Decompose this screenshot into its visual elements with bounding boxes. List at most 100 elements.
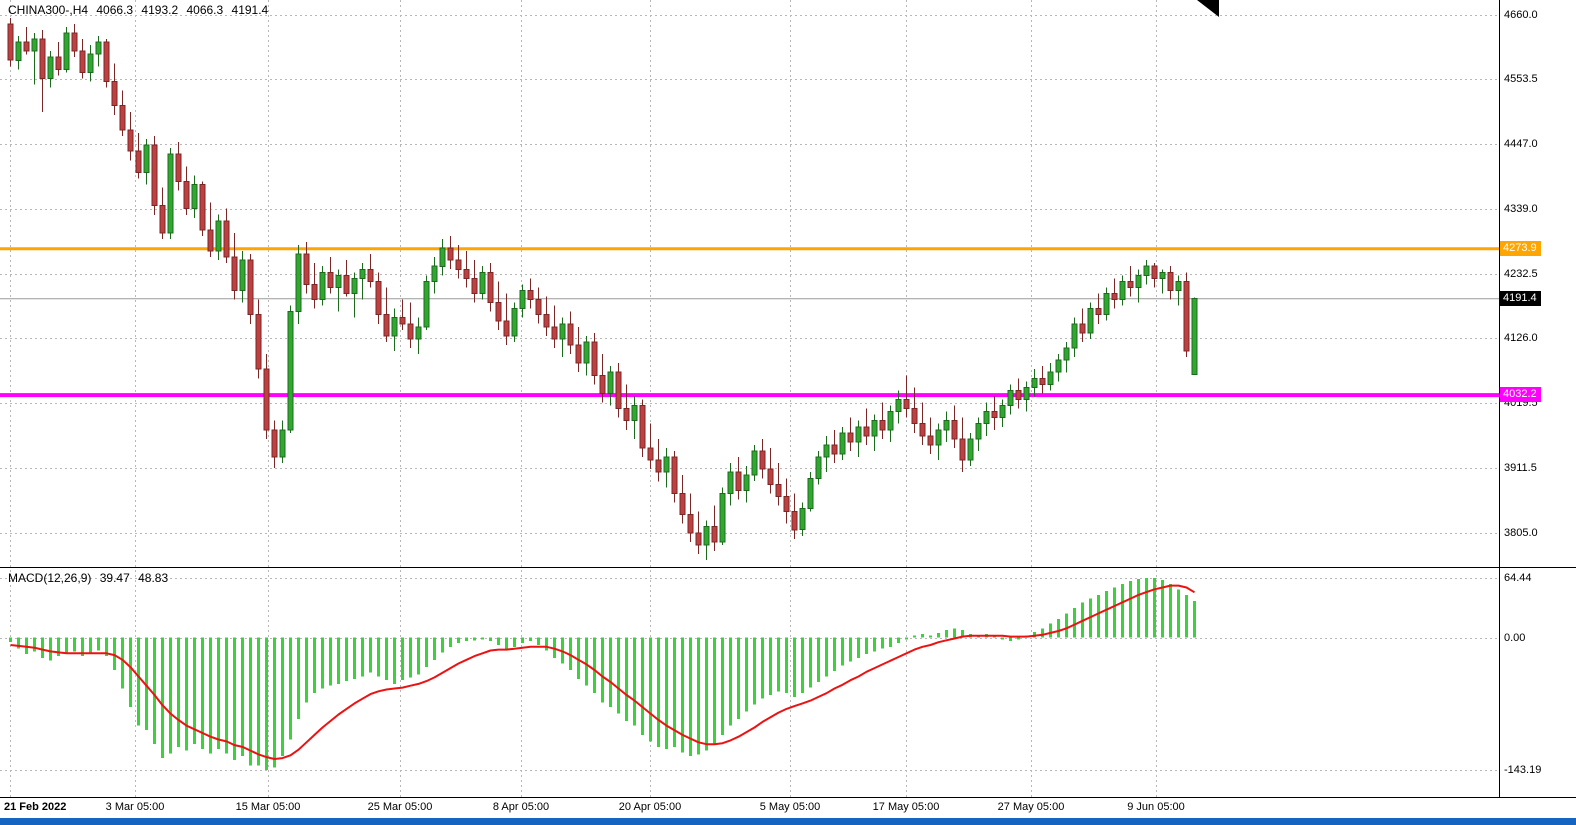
candle-body: [935, 429, 942, 446]
candle-body: [559, 323, 566, 340]
symbol-timeframe-label: CHINA300-,H4: [8, 3, 89, 17]
macd-histogram-bar: [385, 637, 388, 681]
macd-histogram-bar: [761, 637, 764, 699]
window-border-bottom: [0, 818, 1576, 825]
candle-body: [175, 153, 182, 182]
macd-histogram-bar: [593, 637, 596, 694]
candle-body: [919, 423, 926, 437]
macd-axis-label: 64.44: [1504, 571, 1532, 584]
candle-body: [383, 314, 390, 337]
macd-histogram-bar: [737, 637, 740, 720]
candle-wick: [906, 375, 907, 418]
macd-histogram-bar: [1017, 637, 1020, 640]
macd-axis-label: 0.00: [1504, 631, 1526, 644]
candle-body: [127, 129, 134, 152]
macd-histogram-bar: [201, 637, 204, 749]
macd-histogram-bar: [521, 637, 524, 644]
macd-histogram-bar: [633, 637, 636, 726]
macd-histogram-bar: [777, 637, 780, 692]
time-axis[interactable]: 21 Feb 2022 3 Mar 05:00 15 Mar 05:00 25 Mar…: [0, 797, 1576, 818]
candle-body: [495, 302, 502, 322]
price-axis-label: 3911.5: [1504, 462, 1537, 475]
candle-body: [527, 290, 534, 301]
chart-ohlc-title: CHINA300-,H4 4066.3 4193.2 4066.3 4191.4: [8, 3, 273, 17]
macd-histogram-bar: [817, 637, 820, 682]
candle-body: [863, 426, 870, 437]
candle-body: [1167, 271, 1174, 291]
macd-histogram-bar: [209, 637, 212, 754]
candle-body: [967, 438, 974, 461]
macd-histogram-bar: [609, 637, 612, 707]
candle-body: [615, 371, 622, 410]
candle-body: [567, 323, 574, 346]
macd-histogram-bar: [721, 637, 724, 735]
price-axis[interactable]: 4660.0 4553.5 4447.0 4339.0 4232.5 4126.0 4019…: [1500, 0, 1576, 797]
candle-body: [111, 81, 118, 107]
candle-body: [551, 326, 558, 340]
time-axis-label: 5 May 05:00: [759, 801, 821, 813]
macd-histogram-bar: [1041, 628, 1044, 638]
macd-histogram-bar: [97, 637, 100, 651]
candle-body: [991, 411, 998, 419]
macd-histogram-bar: [945, 630, 948, 638]
time-axis-label: 27 May 05:00: [997, 801, 1065, 813]
candle-body: [1119, 280, 1126, 301]
macd-histogram-bar: [1161, 580, 1164, 638]
candle-body: [1031, 377, 1038, 388]
candle-body: [311, 283, 318, 300]
candle-body: [1095, 308, 1102, 316]
candle-body: [799, 508, 806, 531]
price-axis-label: 4553.5: [1504, 73, 1538, 86]
candle-body: [855, 426, 862, 443]
macd-histogram-bar: [713, 637, 716, 745]
candle-body: [255, 314, 262, 370]
macd-histogram-bar: [105, 637, 108, 656]
candle-body: [1007, 389, 1014, 406]
price-axis-label: 4232.5: [1504, 267, 1538, 280]
macd-histogram-bar: [729, 637, 732, 726]
candle-body: [767, 468, 774, 485]
macd-histogram-bar: [833, 637, 836, 671]
macd-histogram-bar: [665, 637, 668, 749]
macd-histogram-bar: [137, 637, 140, 726]
macd-histogram-bar: [873, 637, 876, 652]
macd-histogram-bar: [937, 632, 940, 638]
candle-wick: [26, 27, 27, 55]
time-axis-label: 17 May 05:00: [872, 801, 940, 813]
time-axis-label: 20 Apr 05:00: [618, 801, 682, 813]
candle-body: [711, 526, 718, 543]
candle-body: [199, 184, 206, 231]
macd-histogram-bar: [953, 628, 956, 638]
macd-histogram-bar: [481, 637, 484, 640]
candle-wick: [34, 33, 35, 85]
macd-histogram-bar: [857, 637, 860, 658]
candle-body: [247, 259, 254, 316]
candle-body: [823, 444, 830, 458]
candle-body: [335, 274, 342, 288]
candle-body: [279, 429, 286, 458]
macd-histogram-bar: [1177, 589, 1180, 638]
candle-body: [727, 471, 734, 494]
macd-histogram-bar: [177, 637, 180, 747]
candle-body: [31, 38, 38, 52]
candle-body: [951, 420, 958, 440]
candle-body: [503, 320, 510, 337]
time-axis-label: 21 Feb 2022: [4, 801, 67, 813]
macd-histogram-bar: [785, 637, 788, 694]
candle-body: [847, 432, 854, 443]
macd-histogram-bar: [337, 637, 340, 684]
macd-histogram-bar: [841, 637, 844, 666]
candle-body: [1039, 377, 1046, 385]
macd-histogram-bar: [585, 637, 588, 686]
candle-body: [95, 41, 102, 55]
candle-body: [623, 408, 630, 422]
macd-histogram-bar: [121, 637, 124, 689]
candle-body: [319, 271, 326, 301]
triangle-marker[interactable]: [1197, 0, 1219, 17]
ohlc-close-value: 4191.4: [231, 3, 269, 17]
candle-body: [1023, 386, 1030, 400]
macd-histogram-bar: [57, 637, 60, 656]
candle-body: [959, 438, 966, 461]
